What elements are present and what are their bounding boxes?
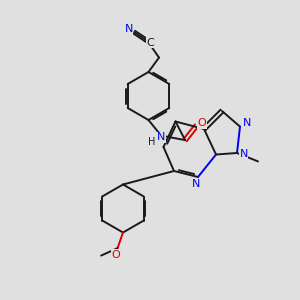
- Text: N: N: [242, 118, 251, 128]
- Text: N: N: [124, 24, 133, 34]
- Text: O: O: [112, 250, 121, 260]
- Text: N: N: [192, 178, 201, 189]
- Text: H: H: [148, 137, 155, 147]
- Text: C: C: [146, 38, 154, 48]
- Text: O: O: [197, 118, 206, 128]
- Text: N: N: [157, 132, 165, 142]
- Text: N: N: [239, 149, 248, 160]
